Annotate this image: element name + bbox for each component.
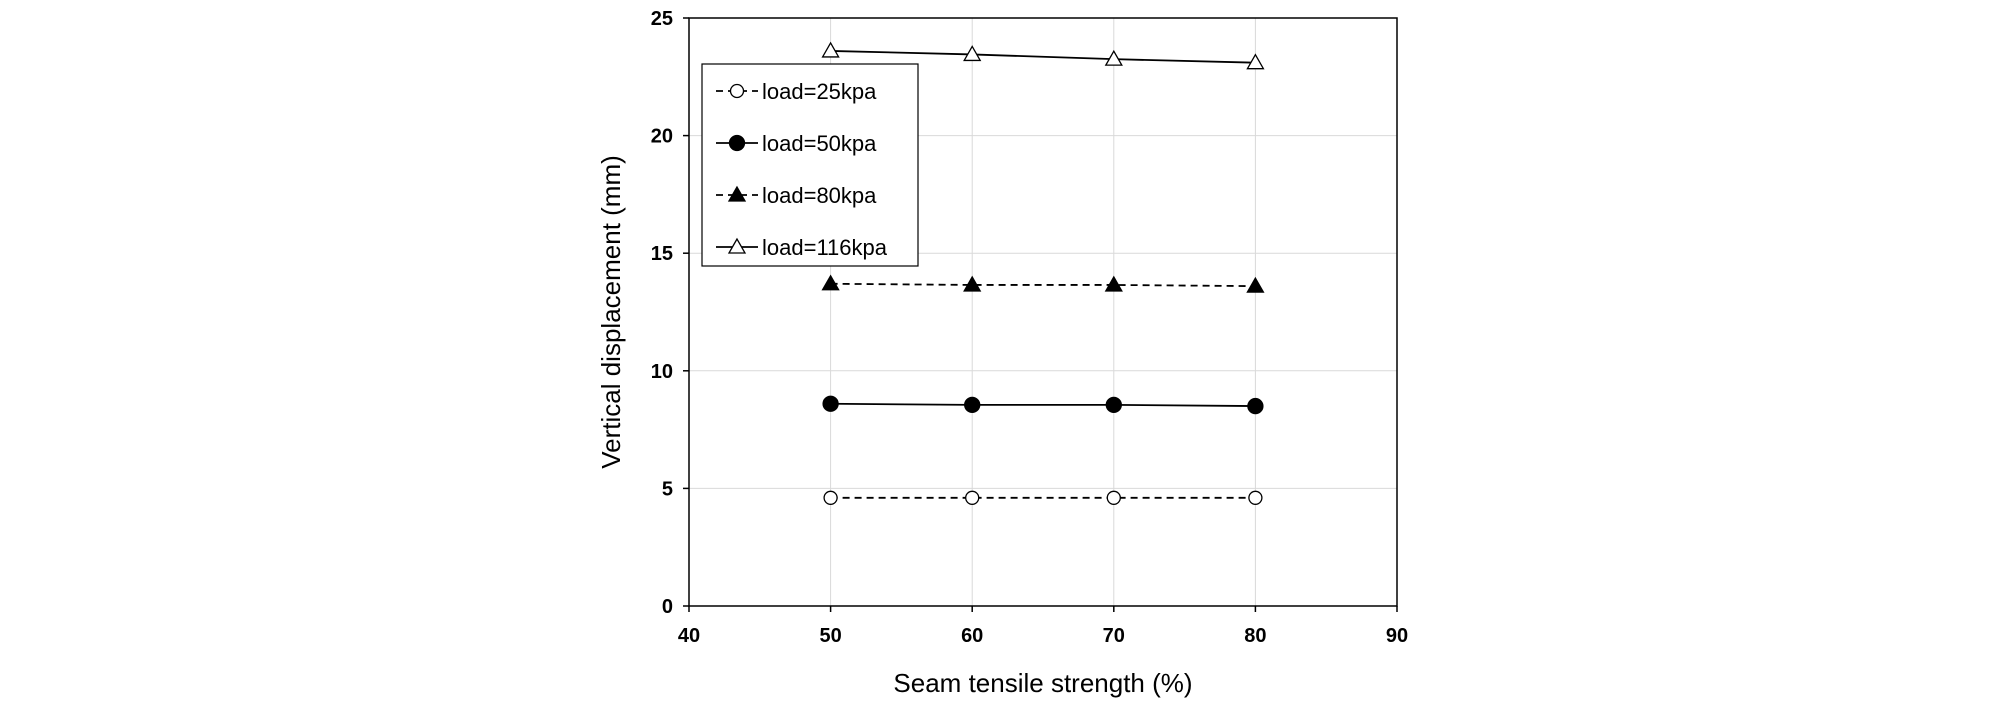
data-series (821, 41, 1265, 505)
legend-marker (727, 185, 747, 202)
data-point (1106, 490, 1121, 505)
x-tick-label: 70 (1103, 625, 1125, 647)
series-line (830, 50, 1256, 64)
legend-marker (727, 237, 747, 254)
series-load-80kpa (821, 274, 1265, 293)
y-tick-label: 15 (651, 243, 673, 265)
axis-ticks: 40 50 60 70 80 90 0 5 10 15 20 25 (651, 8, 1408, 647)
data-point (1246, 53, 1265, 70)
legend-marker (728, 134, 746, 152)
x-axis-title: Seam tensile strength (%) (893, 668, 1192, 698)
data-point (1248, 490, 1263, 505)
legend-label: load=25kpa (762, 79, 877, 104)
legend-entry: load=25kpa (716, 79, 877, 104)
y-tick-label: 5 (662, 478, 673, 500)
data-point (1104, 275, 1123, 292)
data-point (1247, 397, 1264, 415)
data-point (822, 395, 839, 412)
series-load-25kpa (823, 490, 1263, 505)
y-tick-label: 10 (651, 361, 673, 383)
legend-label: load=50kpa (762, 131, 877, 156)
legend-entry: load=116kpa (716, 235, 888, 260)
legend-marker (729, 83, 745, 99)
data-point (821, 41, 840, 58)
series-line (830, 402, 1256, 407)
data-point (1104, 49, 1123, 66)
legend-entry: load=50kpa (716, 131, 877, 156)
data-point (823, 490, 838, 505)
data-point (963, 45, 982, 62)
y-tick-label: 0 (662, 596, 673, 618)
data-point (1105, 396, 1122, 414)
y-axis-title: Vertical displacement (mm) (596, 155, 626, 469)
x-tick-label: 50 (819, 625, 841, 647)
legend-label: load=116kpa (762, 235, 888, 260)
x-tick-label: 80 (1244, 625, 1266, 647)
x-tick-label: 60 (961, 625, 983, 647)
y-tick-label: 20 (651, 126, 673, 148)
x-tick-label: 40 (678, 625, 700, 647)
data-point (963, 275, 982, 292)
x-tick-label: 90 (1386, 625, 1408, 647)
plot-area-frame (688, 17, 1398, 607)
data-point (965, 490, 980, 505)
legend-entry: load=80kpa (716, 183, 877, 208)
data-point (964, 396, 981, 414)
series-load-50kpa (822, 395, 1264, 415)
legend-label: load=80kpa (762, 183, 877, 208)
data-point (821, 274, 840, 291)
series-load-116kpa (821, 41, 1265, 70)
data-point (1246, 276, 1265, 293)
y-tick-label: 25 (651, 8, 673, 30)
legend: load=25kpa load=50kpa load=80kpa load=116kp… (701, 63, 919, 267)
series-line (830, 282, 1256, 288)
